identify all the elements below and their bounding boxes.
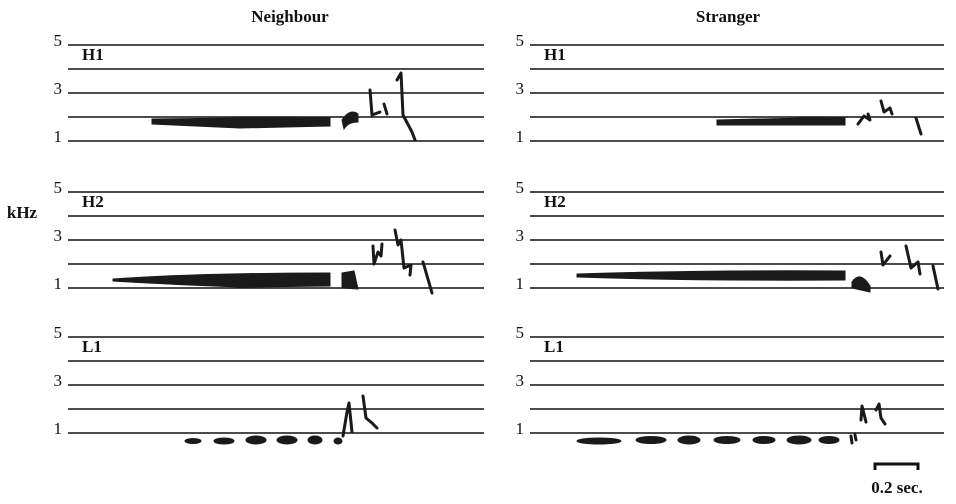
y-tick-label: 3: [54, 371, 63, 390]
y-tick-label: 1: [516, 274, 525, 293]
row-label: H1: [544, 45, 566, 64]
scale-bar: [875, 464, 918, 470]
y-tick-label: 5: [516, 31, 525, 50]
y-tick-label: 3: [54, 79, 63, 98]
spectrogram-trace: [717, 117, 845, 125]
y-tick-label: 1: [516, 419, 525, 438]
spectrogram-trace: [342, 271, 358, 289]
y-tick-label: 3: [54, 226, 63, 245]
row-label: L1: [544, 337, 564, 356]
spectrogram-trace: [113, 273, 330, 287]
column-title: Stranger: [696, 7, 761, 26]
row-label: H2: [82, 192, 104, 211]
y-tick-label: 5: [516, 178, 525, 197]
y-tick-label: 5: [516, 323, 525, 342]
y-tick-label: 5: [54, 31, 63, 50]
spectrogram-trace: [858, 114, 870, 124]
column-title: Neighbour: [251, 7, 329, 26]
y-tick-label: 1: [516, 127, 525, 146]
spectrogram-trace: [577, 271, 845, 280]
spectrogram-trace: [395, 230, 411, 275]
spectrogram-trace: [577, 404, 885, 444]
y-tick-label: 5: [54, 323, 63, 342]
y-tick-label: 3: [516, 371, 525, 390]
scale-bar-label: 0.2 sec.: [871, 478, 922, 497]
spectrogram-trace: [152, 117, 330, 128]
row-label: H1: [82, 45, 104, 64]
spectrogram-trace: [881, 246, 938, 289]
spectrogram-trace: [397, 73, 415, 140]
y-tick-label: 1: [54, 127, 63, 146]
spectrogram-trace: [342, 112, 358, 129]
row-label: H2: [544, 192, 566, 211]
y-tick-label: 1: [54, 419, 63, 438]
figure: Neighbour Stranger kHz: [0, 0, 956, 499]
y-tick-label: 3: [516, 226, 525, 245]
spectrogram-trace: [185, 396, 377, 444]
row-label: L1: [82, 337, 102, 356]
spectrogram-trace: [373, 244, 382, 264]
y-tick-label: 3: [516, 79, 525, 98]
spectrogram-trace: [852, 277, 870, 292]
y-tick-label: 5: [54, 178, 63, 197]
grid: [68, 45, 944, 433]
axis-label: kHz: [7, 203, 38, 222]
spectrograms: [113, 73, 938, 444]
y-tick-label: 1: [54, 274, 63, 293]
